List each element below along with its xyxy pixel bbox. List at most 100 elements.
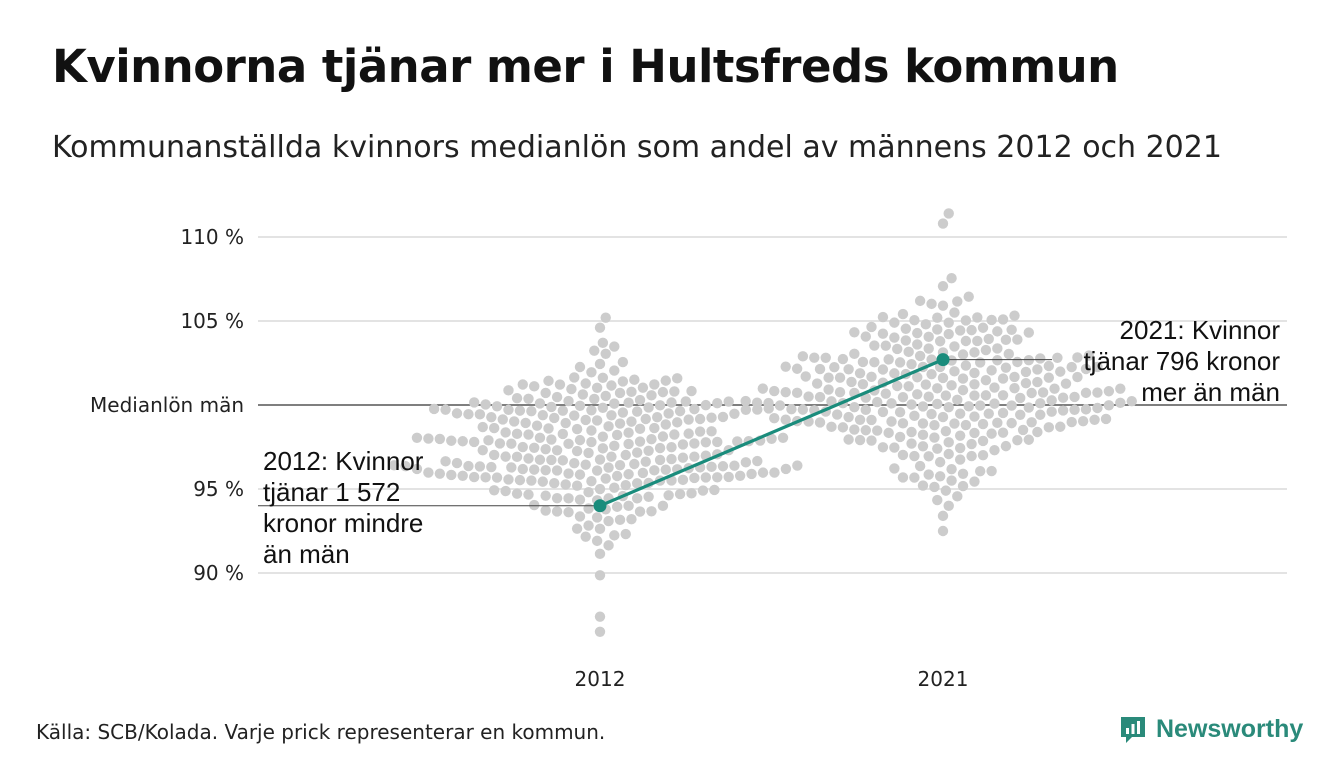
- municipality-dot: [926, 298, 937, 310]
- municipality-dot: [834, 387, 846, 398]
- municipality-dot: [751, 397, 763, 408]
- municipality-dot: [583, 503, 594, 514]
- municipality-dot: [591, 512, 603, 523]
- municipality-dot: [586, 476, 597, 487]
- municipality-dot: [969, 367, 980, 379]
- municipality-dot: [620, 479, 631, 491]
- highlight-line: [599, 358, 944, 508]
- municipality-dot: [986, 428, 997, 439]
- municipality-dot: [1000, 362, 1012, 373]
- municipality-dot: [977, 435, 989, 447]
- municipality-dot: [434, 433, 446, 445]
- municipality-dot: [609, 365, 620, 376]
- municipality-dot: [877, 311, 889, 323]
- municipality-dot: [600, 390, 611, 402]
- municipality-dot: [543, 423, 554, 434]
- municipality-dot: [563, 493, 574, 504]
- municipality-dot: [797, 404, 809, 415]
- brand[interactable]: Newsworthy: [1118, 714, 1303, 744]
- municipality-dot: [957, 480, 969, 492]
- municipality-dot: [829, 362, 840, 373]
- municipality-dot: [969, 411, 980, 422]
- municipality-dot: [740, 457, 752, 468]
- municipality-dot: [428, 403, 440, 415]
- municipality-dot: [500, 427, 511, 438]
- municipality-dot: [1092, 361, 1103, 373]
- municipality-dot: [529, 442, 540, 453]
- highlight-series: [593, 353, 950, 513]
- municipality-dot: [797, 351, 809, 362]
- municipality-dot: [969, 347, 980, 358]
- municipality-dot: [954, 442, 966, 454]
- municipality-dot: [1083, 350, 1095, 361]
- municipality-dot: [937, 525, 949, 537]
- municipality-dot: [986, 314, 997, 326]
- municipality-dot: [677, 439, 689, 450]
- municipality-dot: [603, 462, 614, 473]
- municipality-dot: [1020, 366, 1032, 378]
- municipality-dot: [823, 384, 834, 395]
- municipality-dot: [880, 388, 891, 399]
- municipality-dot: [623, 427, 634, 438]
- municipality-dot: [706, 412, 717, 423]
- municipality-dot: [831, 409, 843, 420]
- municipality-dot: [486, 411, 497, 423]
- municipality-dot: [989, 398, 1000, 409]
- municipality-dot: [932, 324, 943, 335]
- municipality-dot: [511, 393, 523, 404]
- municipality-dot: [640, 413, 651, 425]
- municipality-dot: [540, 505, 551, 516]
- municipality-dot: [583, 447, 594, 459]
- municipality-dot: [997, 373, 1009, 384]
- municipality-dot: [594, 548, 606, 560]
- annotation-2012-line: tjänar 1 572: [263, 477, 400, 507]
- municipality-dot: [563, 395, 574, 407]
- municipality-dot: [640, 456, 651, 467]
- municipality-dot: [626, 416, 637, 427]
- municipality-dot: [674, 488, 686, 500]
- municipality-dot: [769, 385, 780, 397]
- municipality-dot: [643, 491, 654, 502]
- municipality-dot: [646, 433, 657, 445]
- municipality-dot: [511, 451, 523, 463]
- municipality-dot: [597, 431, 609, 442]
- municipality-dot: [937, 510, 949, 522]
- municipality-dot: [969, 379, 980, 390]
- municipality-dot: [917, 401, 929, 412]
- municipality-dot: [889, 317, 900, 328]
- municipality-dot: [423, 467, 434, 478]
- municipality-dot: [843, 434, 854, 445]
- municipality-dot: [689, 451, 700, 462]
- municipality-dot: [580, 531, 591, 542]
- municipality-dot: [780, 361, 791, 372]
- municipality-dot: [752, 455, 763, 467]
- municipality-dot: [523, 453, 534, 464]
- municipality-dot: [809, 352, 820, 363]
- municipality-dot: [549, 477, 560, 489]
- municipality-dot: [663, 490, 674, 501]
- municipality-dot: [411, 463, 423, 475]
- municipality-dot: [854, 368, 866, 379]
- municipality-dot: [917, 441, 929, 452]
- municipality-dot: [837, 422, 849, 433]
- municipality-dot: [446, 435, 457, 446]
- municipality-dot: [529, 464, 540, 475]
- municipality-dot: [897, 472, 909, 483]
- municipality-dot: [712, 436, 723, 448]
- highlight-point: [593, 499, 607, 513]
- municipality-dot: [917, 480, 929, 491]
- municipality-dot: [617, 356, 629, 368]
- municipality-dot: [932, 383, 943, 394]
- municipality-dot: [986, 365, 997, 376]
- municipality-dot: [843, 364, 854, 375]
- municipality-dot: [934, 456, 946, 468]
- municipality-dot: [920, 379, 932, 390]
- annotation-2021-line: mer än män: [1141, 377, 1280, 407]
- municipality-dot: [1060, 378, 1072, 389]
- municipality-dot: [949, 418, 960, 429]
- municipality-dot: [543, 375, 554, 387]
- annotation-2021-line: tjänar 796 kronor: [1083, 346, 1280, 376]
- municipality-dot: [1035, 398, 1046, 409]
- municipality-dot: [814, 417, 826, 428]
- municipality-dot: [468, 471, 480, 483]
